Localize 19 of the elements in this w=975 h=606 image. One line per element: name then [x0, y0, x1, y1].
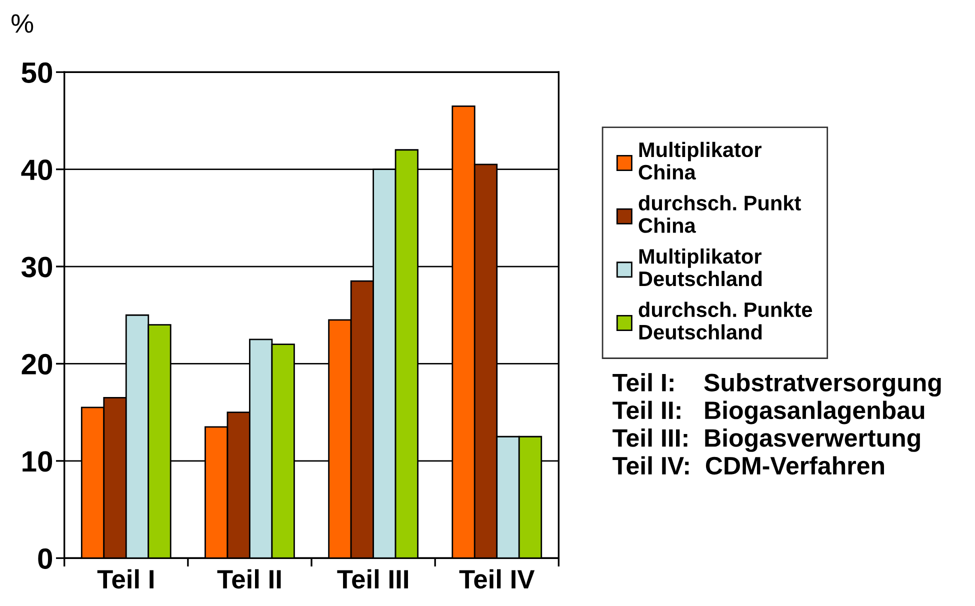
y-tick-label: 30 [21, 256, 52, 278]
text: Teil III: Biogasverwertung [612, 428, 920, 452]
legend-label: Multiplikator Deutschland [639, 248, 762, 286]
y-tick-label: 40 [21, 160, 52, 180]
x-tick-label: Teil III [337, 569, 408, 589]
y-tick-label: 20 [22, 354, 52, 375]
y-tick-label: 10 [22, 451, 52, 472]
legend-label: Multiplikator China [638, 142, 762, 180]
text: Teil IV: CDM-Verfahren [612, 456, 884, 475]
legend-label: durchsch. Punkte Deutschland [638, 302, 812, 340]
x-tick-label: Teil I [97, 569, 154, 589]
y-tick-label: 50 [22, 62, 52, 83]
text: Teil I: Substratversorgung [612, 373, 941, 397]
x-tick-label: Teil II [217, 569, 281, 589]
x-tick-label: Teil IV [459, 569, 535, 589]
y-axis-title: % [12, 14, 34, 33]
text: Teil II: Biogasanlagenbau [612, 400, 924, 424]
legend-label: durchsch. Punkt China [638, 195, 801, 233]
y-tick-label: 0 [38, 548, 52, 569]
